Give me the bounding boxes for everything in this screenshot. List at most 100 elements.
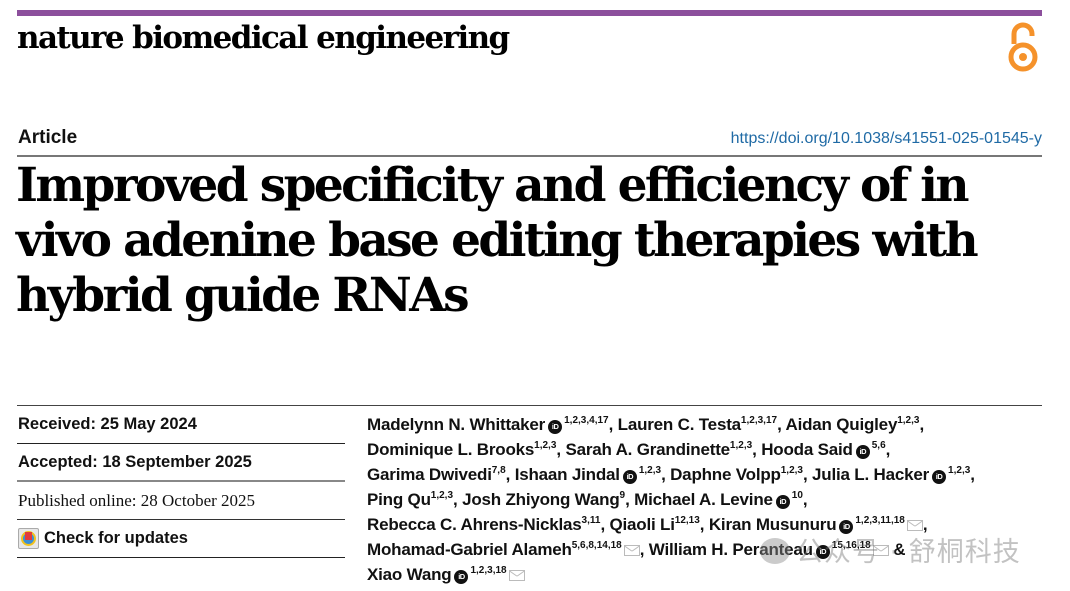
author[interactable]: Hooda Said iD5,6, [761,440,890,459]
mail-icon[interactable] [623,545,640,556]
affiliation-numbers: 1,2,3,17 [740,415,778,426]
author[interactable]: William H. Peranteau iD15,16,18 & [649,540,906,559]
affiliation-numbers: 7,8 [491,465,506,476]
mail-icon[interactable] [872,545,889,556]
author[interactable]: Qiaoli Li12,13, [610,515,709,534]
orcid-icon[interactable]: iD [548,420,563,434]
author[interactable]: Michael A. Levine iD10, [634,490,808,509]
affiliation-numbers: 9 [619,490,626,501]
mail-icon[interactable] [508,570,525,581]
orcid-icon[interactable]: iD [932,470,947,484]
author-name: Mohamad-Gabriel Alameh [367,540,572,559]
author-separator: , [699,515,709,534]
published-date: Published online: 28 October 2025 [17,482,345,520]
author[interactable]: Josh Zhiyong Wang9, [462,490,634,509]
author[interactable]: Aidan Quigley1,2,3, [786,415,925,434]
journal-accent-bar [17,10,1042,16]
author-separator: , [661,465,671,484]
author-separator: , [752,440,762,459]
author-line: Ping Qu1,2,3, Josh Zhiyong Wang9, Michae… [367,487,1047,512]
author-separator: , [922,515,928,534]
affiliation-numbers: 10 [791,490,803,501]
affiliation-numbers: 1,2,3 [430,490,454,501]
author-separator: , [625,490,635,509]
author-name: Josh Zhiyong Wang [462,490,620,509]
affiliation-numbers: 1,2,3 [948,465,971,476]
accepted-date: Accepted: 18 September 2025 [17,444,345,482]
affiliation-numbers: 1,2,3,11,18 [855,515,905,526]
orcid-icon[interactable]: iD [775,495,790,509]
author-separator: , [608,415,618,434]
author-separator: , [802,490,808,509]
affiliation-numbers: 5,6,8,14,18 [571,540,622,551]
orcid-icon[interactable]: iD [622,470,637,484]
author-separator: , [505,465,515,484]
affiliation-numbers: 12,13 [674,515,700,526]
author[interactable]: Rebecca C. Ahrens-Nicklas3,11, [367,515,610,534]
author-separator: , [556,440,566,459]
author-line: Dominique L. Brooks1,2,3, Sarah A. Grand… [367,437,1047,462]
author-name: Daphne Volpp [670,465,781,484]
author-name: Qiaoli Li [609,515,675,534]
author[interactable]: Ping Qu1,2,3, [367,490,462,509]
author-name: Julia L. Hacker [812,465,930,484]
author[interactable]: Madelynn N. Whittaker iD1,2,3,4,17, [367,415,618,434]
author-name: Hooda Said [761,440,853,459]
author-line: Mohamad-Gabriel Alameh5,6,8,14,18, Willi… [367,537,1047,562]
journal-name: nature biomedical engineering [17,20,510,56]
author[interactable]: Ishaan Jindal iD1,2,3, [515,465,670,484]
affiliation-numbers: 15,16,18 [831,540,871,551]
orcid-icon[interactable]: iD [454,570,469,584]
affiliation-numbers: 1,2,3 [897,415,920,426]
orcid-icon[interactable]: iD [815,545,830,559]
affiliation-numbers: 5,6 [871,440,886,451]
author[interactable]: Daphne Volpp1,2,3, [670,465,812,484]
author-name: Ishaan Jindal [514,465,620,484]
author[interactable]: Kiran Musunuru iD1,2,3,11,18, [709,515,928,534]
author-separator: , [885,440,891,459]
author[interactable]: Julia L. Hacker iD1,2,3, [812,465,975,484]
author[interactable]: Mohamad-Gabriel Alameh5,6,8,14,18, [367,540,649,559]
received-date: Received: 25 May 2024 [17,406,345,444]
check-updates-icon [18,528,39,549]
author-separator: , [453,490,463,509]
author-name: Sarah A. Grandinette [565,440,730,459]
affiliation-numbers: 1,2,3,4,17 [564,415,609,426]
author-separator: , [919,415,924,434]
author[interactable]: Dominique L. Brooks1,2,3, [367,440,565,459]
author-line: Xiao Wang iD1,2,3,18 [367,562,1047,587]
author[interactable]: Garima Dwivedi7,8, [367,465,515,484]
author[interactable]: Sarah A. Grandinette1,2,3, [565,440,761,459]
author-name: Ping Qu [367,490,431,509]
author-name: Garima Dwivedi [367,465,492,484]
doi-link[interactable]: https://doi.org/10.1038/s41551-025-01545… [730,130,1042,147]
affiliation-numbers: 3,11 [581,515,601,526]
author-separator: , [600,515,610,534]
author-separator: & [888,540,906,559]
author-line: Rebecca C. Ahrens-Nicklas3,11, Qiaoli Li… [367,512,1047,537]
author-line: Garima Dwivedi7,8, Ishaan Jindal iD1,2,3,… [367,462,1047,487]
author-list: Madelynn N. Whittaker iD1,2,3,4,17, Laure… [367,412,1047,587]
affiliation-numbers: 1,2,3 [638,465,662,476]
affiliation-numbers: 1,2,3 [780,465,803,476]
author-separator: , [777,415,786,434]
affiliation-numbers: 1,2,3 [729,440,753,451]
dates-panel: Received: 25 May 2024 Accepted: 18 Septe… [17,406,345,558]
author[interactable]: Xiao Wang iD1,2,3,18 [367,565,525,584]
section-divider [17,405,1042,406]
article-title: Improved specificity and efficiency of i… [16,158,979,323]
author-line: Madelynn N. Whittaker iD1,2,3,4,17, Laure… [367,412,1047,437]
author-name: Dominique L. Brooks [367,440,535,459]
check-updates-label: Check for updates [44,529,188,547]
author[interactable]: Lauren C. Testa1,2,3,17, [618,415,786,434]
check-for-updates-button[interactable]: Check for updates [17,520,345,558]
orcid-icon[interactable]: iD [839,520,854,534]
author-separator: , [639,540,649,559]
article-type-label: Article [18,127,78,148]
author-separator: , [970,465,975,484]
orcid-icon[interactable]: iD [855,445,870,459]
mail-icon[interactable] [906,520,923,531]
author-name: Michael A. Levine [634,490,773,509]
author-name: Xiao Wang [367,565,452,584]
author-name: Madelynn N. Whittaker [367,415,546,434]
